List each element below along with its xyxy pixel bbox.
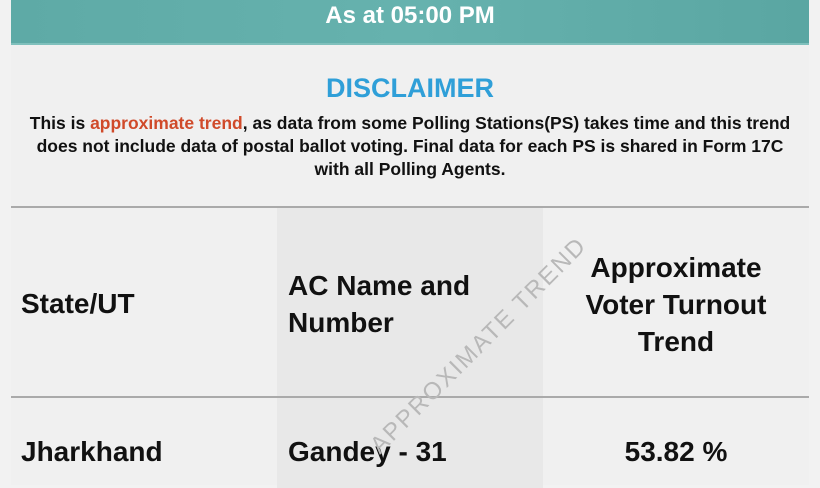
header-state: State/UT bbox=[21, 288, 135, 319]
row-ac-name: Gandey - 31 bbox=[288, 436, 447, 467]
disclaimer-highlight: approximate trend bbox=[90, 113, 243, 133]
header-banner: As at 05:00 PM bbox=[11, 0, 809, 45]
divider bbox=[11, 206, 809, 208]
time-text: As at 05:00 PM bbox=[325, 2, 495, 29]
header-turnout: Approximate Voter Turnout Trend bbox=[585, 252, 767, 357]
header-ac-name: AC Name and Number bbox=[288, 270, 471, 338]
column-shade bbox=[277, 208, 543, 488]
disclaimer-prefix: This is bbox=[29, 113, 91, 133]
disclaimer-title: DISCLAIMER bbox=[326, 73, 494, 103]
disclaimer-suffix: , as data from some Polling Stations(PS)… bbox=[36, 113, 791, 179]
row-turnout: 53.82 % bbox=[624, 436, 728, 467]
turnout-card: DISCLAIMER This is approximate trend, as… bbox=[11, 45, 809, 488]
divider bbox=[11, 396, 809, 398]
row-state: Jharkhand bbox=[21, 436, 163, 467]
disclaimer-text: This is approximate trend, as data from … bbox=[21, 112, 799, 181]
